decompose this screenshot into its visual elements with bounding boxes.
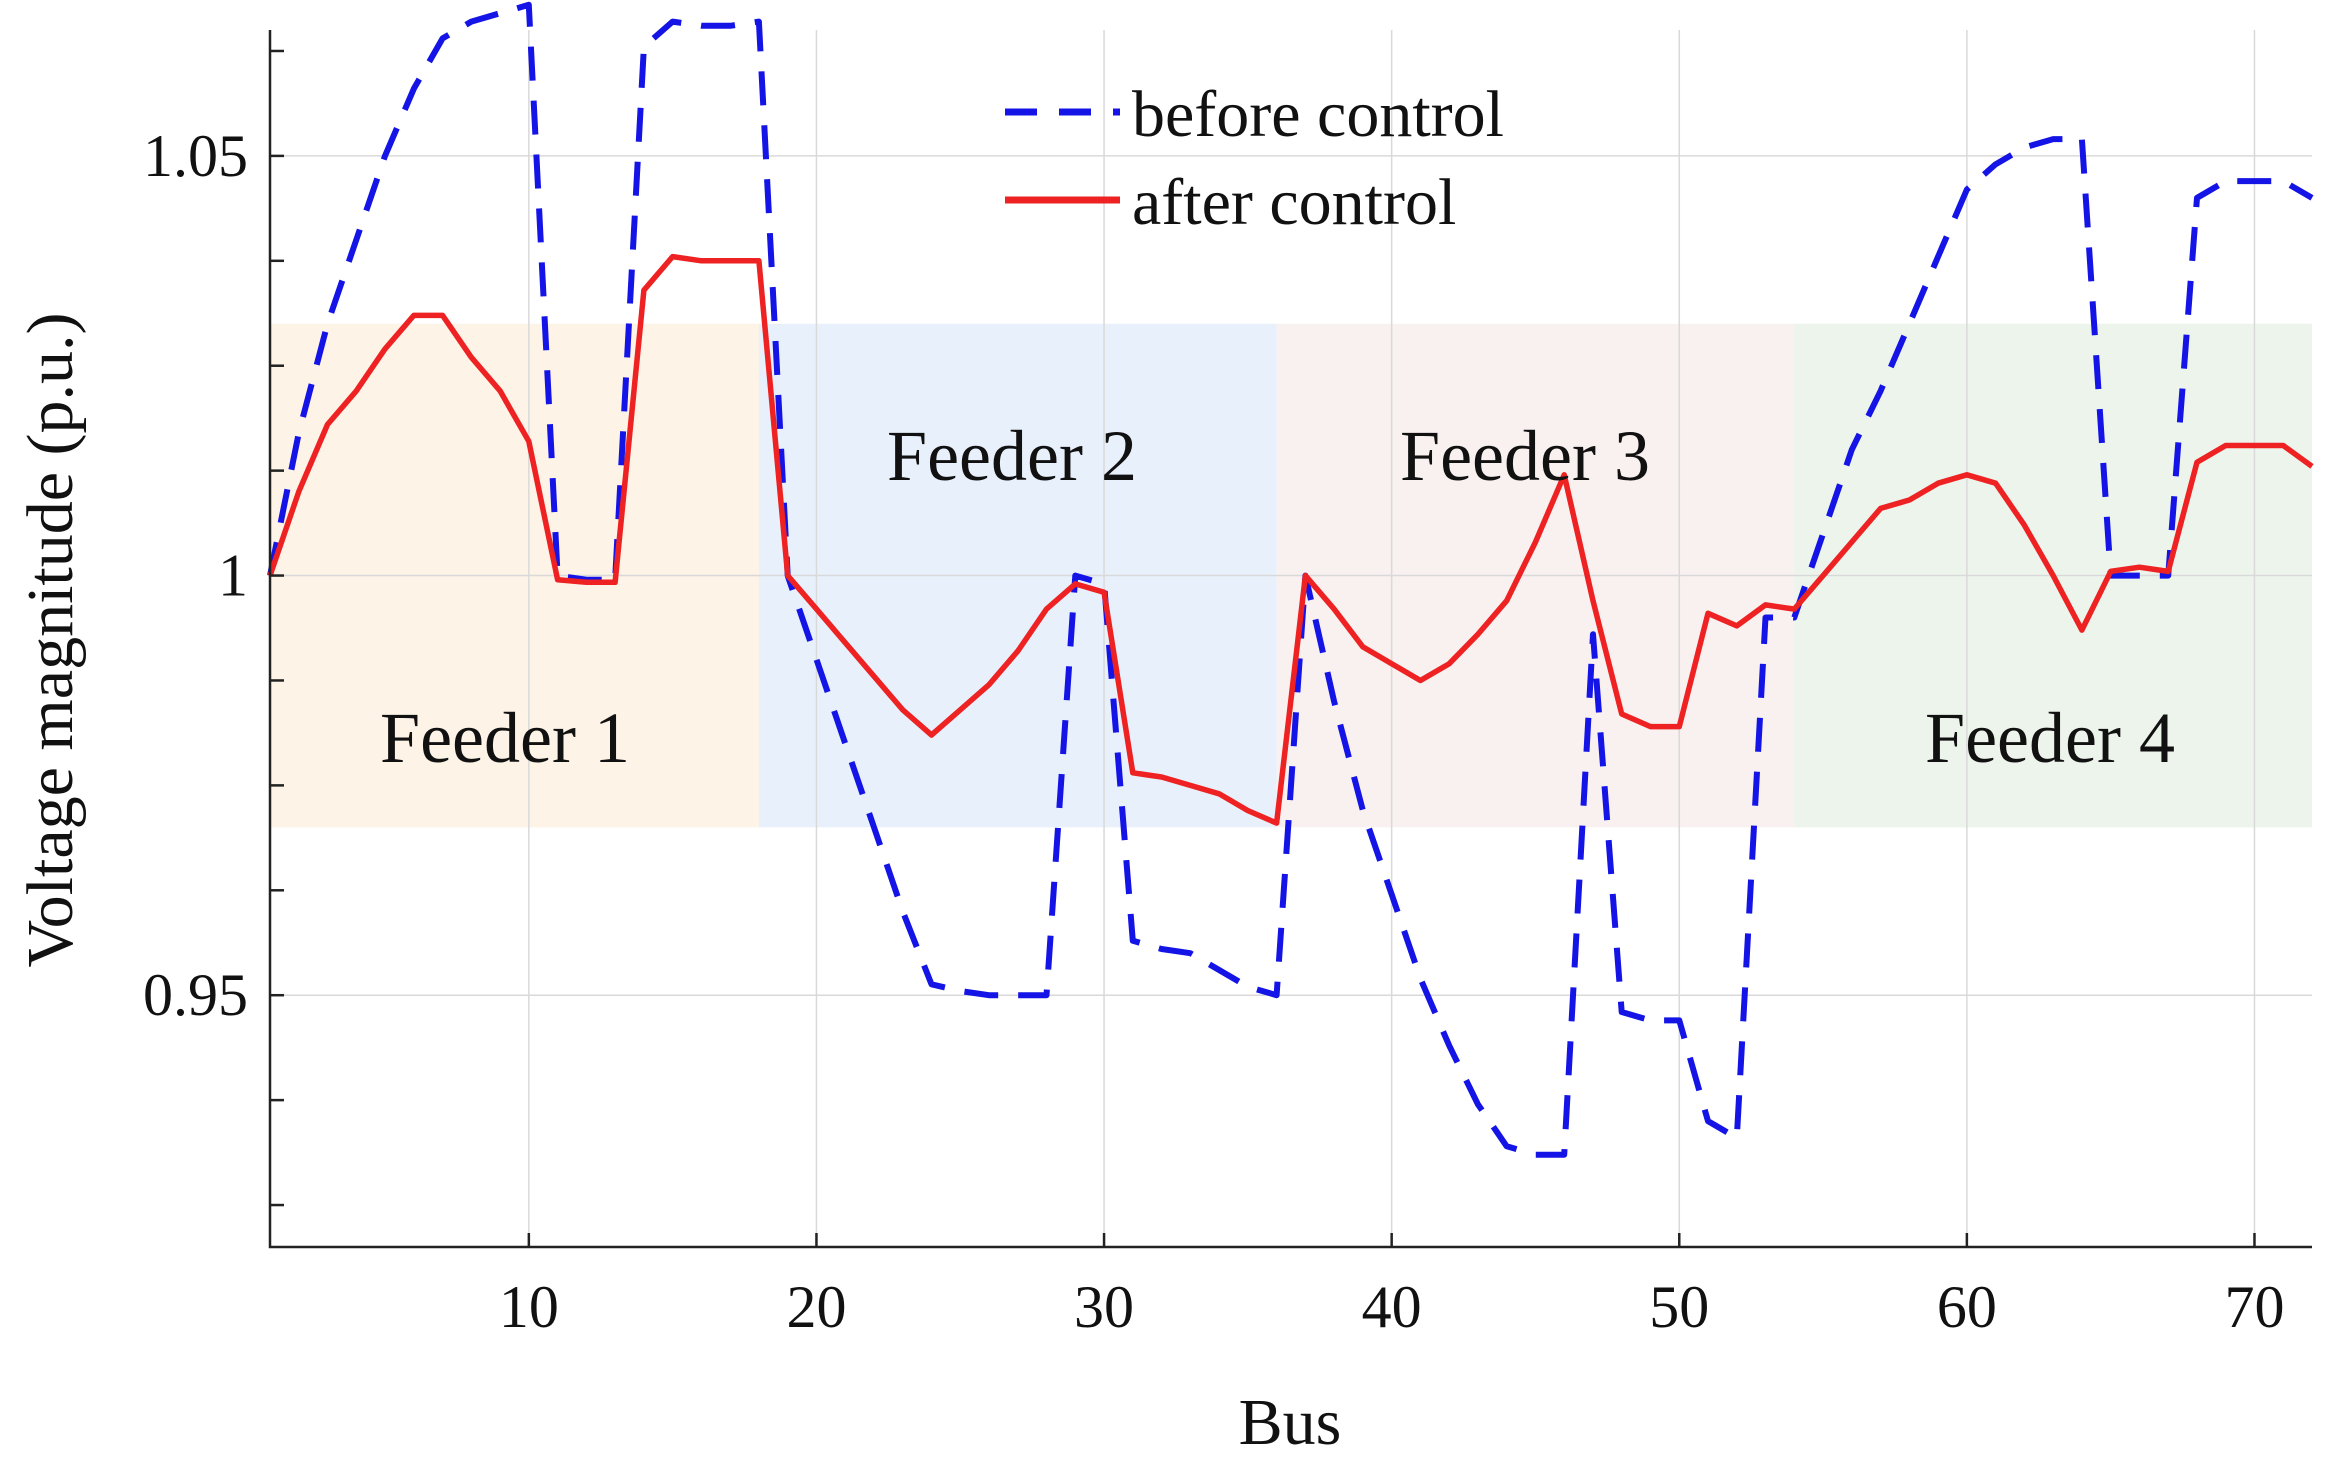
y-axis-title: Voltage magnitude (p.u.) [14, 313, 87, 968]
series-line-after-control [267, 253, 2314, 826]
feeder-label-1: Feeder 1 [380, 698, 630, 778]
x-tick-label: 60 [1937, 1274, 1997, 1340]
y-tick-label: 1.05 [143, 123, 248, 189]
x-axis-title: Bus [1239, 1386, 1342, 1458]
x-tick-label: 40 [1362, 1274, 1422, 1340]
grid-lines [270, 30, 2312, 1247]
y-tick-label: 1 [218, 543, 248, 609]
feeder-label-3: Feeder 3 [1400, 416, 1650, 496]
x-tick-label: 20 [786, 1274, 846, 1340]
series-line-before-control [267, 1, 2314, 1158]
tick-labels: 10 20 30 40 50 60 70 0.95 1 1.05 [143, 123, 2284, 1340]
series-lines [267, 1, 2314, 1158]
legend: before control after control [1005, 78, 1504, 239]
x-tick-label: 30 [1074, 1274, 1134, 1340]
x-tick-label: 50 [1649, 1274, 1709, 1340]
legend-label-before-control: before control [1132, 78, 1504, 151]
feeder-label-4: Feeder 4 [1925, 698, 2175, 778]
axis-frame [268, 30, 2312, 1249]
region-labels: Feeder 1 Feeder 2 Feeder 3 Feeder 4 [380, 416, 2175, 778]
axes [268, 30, 2312, 1249]
feeder-label-2: Feeder 2 [887, 416, 1137, 496]
y-tick-label: 0.95 [143, 962, 248, 1028]
legend-label-after-control: after control [1132, 166, 1456, 239]
x-tick-label: 70 [2224, 1274, 2284, 1340]
x-tick-label: 10 [499, 1274, 559, 1340]
